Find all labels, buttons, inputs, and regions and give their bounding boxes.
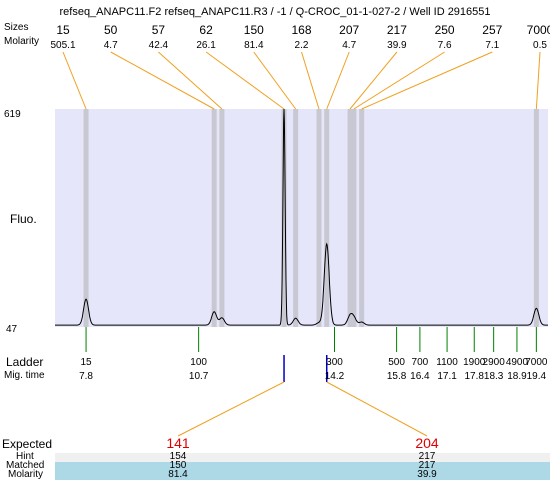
ladder-time-label: 14.2 [324, 371, 345, 382]
peak-size-label: 207 [339, 23, 360, 37]
molarity-row-label: Molarity [4, 36, 40, 47]
peak-molarity-label: 7.1 [485, 40, 500, 51]
ladder-size-label: 300 [326, 357, 343, 368]
peak-marker-band [211, 109, 217, 327]
peak-size-label: 57 [151, 23, 166, 37]
peak-molarity-label: 7.6 [437, 40, 452, 51]
peak-marker-band [281, 109, 287, 327]
ladder-size-label: 7000 [525, 357, 548, 368]
ladder-size-label: 1900 [463, 357, 486, 368]
table-molarity-value: 81.4 [168, 469, 188, 480]
peak-size-label: 15 [56, 23, 70, 37]
table-molarity-value: 39.9 [417, 469, 437, 480]
peak-size-label: 250 [434, 23, 455, 37]
peak-marker-band [533, 109, 539, 327]
ladder-row-label: Ladder [6, 355, 44, 369]
ladder-time-label: 18.9 [507, 371, 527, 382]
peak-connector-line [353, 51, 445, 110]
peak-connector-line [158, 51, 223, 110]
peak-size-label: 50 [104, 23, 118, 37]
peak-marker-band [316, 109, 322, 327]
ladder-time-label: 17.8 [464, 371, 484, 382]
peak-molarity-label: 4.7 [342, 40, 357, 51]
peak-molarity-label: 81.4 [244, 40, 264, 51]
peak-marker-band [347, 109, 353, 327]
y-axis-min-label: 47 [6, 324, 18, 335]
y-axis-label: Fluo. [10, 212, 37, 226]
peak-marker-band [219, 109, 225, 327]
mig-time-row-label: Mig. time [4, 370, 45, 381]
peak-molarity-label: 2.2 [294, 40, 309, 51]
peak-connector-line [349, 51, 398, 110]
peak-size-label: 168 [291, 23, 312, 37]
peak-size-label: 217 [386, 23, 407, 37]
plot-background [55, 109, 548, 327]
peak-connector-line [62, 51, 87, 110]
peak-size-label: 150 [243, 23, 264, 37]
ladder-time-label: 10.7 [188, 371, 209, 382]
ladder-size-label: 15 [80, 357, 92, 368]
peak-connector-line [361, 51, 493, 110]
peak-connector-line [253, 51, 297, 110]
hint-value: 154 [169, 451, 187, 462]
peak-size-label: 257 [482, 23, 503, 37]
chart-title: refseq_ANAPC11.F2 refseq_ANAPC11.R3 / -1… [59, 6, 491, 18]
hint-value: 217 [418, 451, 436, 462]
peak-connector-line [326, 51, 350, 110]
peak-marker-band [359, 109, 365, 327]
ladder-time-label: 16.4 [410, 371, 430, 382]
peak-marker-band [324, 109, 330, 327]
expected-row-label: Expected [2, 437, 53, 451]
expected-connector-line [326, 381, 428, 437]
peak-connector-line [301, 51, 320, 110]
peak-connector-line [535, 51, 541, 110]
peak-molarity-label: 42.4 [148, 40, 169, 51]
table-molarity-row-label: Molarity [8, 469, 44, 480]
matched-row-label: Matched [6, 460, 45, 471]
matched-value: 217 [418, 460, 436, 471]
peak-molarity-label: 0.5 [533, 40, 547, 51]
matched-value: 150 [169, 460, 187, 471]
peak-marker-band [293, 109, 299, 327]
ladder-size-label: 100 [190, 357, 207, 368]
expected-connector-line [177, 381, 285, 437]
ladder-size-label: 700 [411, 357, 429, 368]
expected-size-value: 204 [415, 435, 439, 451]
peak-connector-line [110, 51, 215, 110]
peak-marker-band [351, 109, 357, 327]
ladder-time-label: 19.4 [526, 371, 547, 382]
peak-size-label: 62 [199, 23, 213, 37]
ladder-size-label: 1100 [436, 357, 458, 368]
fluorescence-trace [55, 108, 548, 326]
peak-size-label: 7000 [526, 23, 550, 37]
ladder-size-label: 2900 [482, 357, 505, 368]
peak-molarity-label: 39.9 [387, 40, 407, 51]
y-axis-max-label: 619 [4, 109, 21, 120]
hint-row-band [55, 453, 550, 464]
ladder-size-label: 500 [388, 357, 405, 368]
hint-row-label: Hint [16, 451, 34, 462]
matched-row-band [55, 462, 550, 480]
peak-connector-line [205, 51, 285, 110]
ladder-time-label: 17.1 [437, 371, 457, 382]
ladder-time-label: 7.8 [79, 371, 93, 382]
peak-marker-band [83, 109, 89, 327]
expected-size-value: 141 [166, 435, 190, 451]
peak-molarity-label: 505.1 [50, 40, 76, 51]
peak-molarity-label: 26.1 [196, 40, 216, 51]
peak-molarity-label: 4.7 [103, 40, 118, 51]
ladder-time-label: 18.3 [483, 371, 504, 382]
sizes-row-label: Sizes [4, 22, 29, 33]
ladder-size-label: 4900 [505, 357, 529, 368]
ladder-time-label: 15.8 [386, 371, 407, 382]
